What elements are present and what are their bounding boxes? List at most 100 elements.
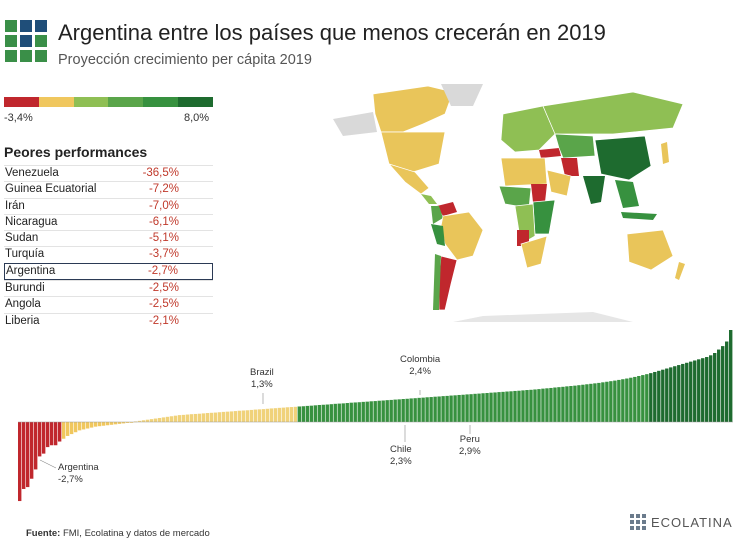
bar [385, 400, 389, 422]
annotation-peru-value: 2,9% [459, 446, 481, 457]
bar [213, 412, 218, 422]
bar [697, 359, 701, 422]
bar [117, 422, 122, 424]
map-region-australia [626, 229, 674, 271]
bar [705, 357, 709, 422]
bar [353, 402, 357, 422]
bar [617, 379, 621, 422]
page-subtitle: Proyección crecimiento per cápita 2019 [58, 52, 312, 68]
bar [553, 387, 557, 422]
bar [281, 407, 286, 422]
source-label: Fuente: [26, 528, 61, 539]
map-region-china [594, 135, 652, 181]
growth-bar-chart [18, 330, 733, 502]
bar [321, 404, 325, 422]
bar [629, 377, 633, 422]
bar [437, 396, 441, 422]
bar [189, 414, 194, 422]
bar [145, 419, 150, 422]
bar [365, 401, 369, 422]
brand-logo: ECOLATINA [630, 514, 733, 530]
annotation-brazil: Brazil 1,3% [250, 367, 274, 391]
bar [449, 395, 453, 422]
bar [461, 394, 465, 422]
brand-name: ECOLATINA [651, 514, 733, 530]
bar [201, 413, 206, 422]
bar [545, 388, 549, 422]
map-region-indonesia [621, 212, 657, 220]
bar [357, 402, 361, 422]
bar [77, 422, 82, 431]
bar [401, 399, 405, 422]
bar [41, 422, 46, 454]
row-value: -3,7% [148, 248, 179, 261]
bar [517, 390, 521, 422]
bar [233, 411, 238, 422]
annotation-brazil-value: 1,3% [251, 379, 273, 390]
row-value: -2,1% [148, 314, 179, 327]
bar [313, 405, 317, 422]
bar [137, 420, 142, 422]
map-region-southern-africa [520, 235, 548, 269]
map-region-russia [542, 91, 684, 135]
bar [229, 411, 234, 422]
bar [681, 363, 685, 422]
bar [33, 422, 38, 470]
legend-swatch [108, 97, 144, 107]
map-region-brazil [440, 211, 484, 261]
color-scale-legend [4, 97, 213, 107]
bar [637, 376, 641, 422]
bar [113, 422, 118, 425]
legend-swatch [4, 97, 39, 107]
bar [217, 412, 222, 422]
map-region-new-zealand [675, 262, 685, 280]
bar [573, 385, 577, 422]
bar [221, 411, 226, 422]
map-region-turkey [539, 148, 561, 158]
bar [25, 422, 30, 488]
table-row: Liberia -2,1% [4, 312, 213, 329]
bar [249, 409, 254, 422]
table-row: Burundi -2,5% [4, 280, 213, 296]
bar [269, 408, 274, 422]
map-region-chile [433, 254, 441, 310]
bar [441, 396, 445, 422]
legend-min-label: -3,4% [4, 112, 33, 124]
table-row: Irán -7,0% [4, 197, 213, 214]
bar [645, 374, 649, 422]
bar [205, 413, 210, 422]
table-row: Venezuela -36,5% [4, 165, 213, 181]
table-row: Argentina -2,7% [4, 262, 213, 281]
bar [89, 422, 94, 428]
bar [209, 412, 214, 422]
source-text: FMI, Ecolatina y datos de mercado [60, 528, 210, 539]
annotation-argentina-value: -2,7% [58, 474, 83, 485]
bar [493, 392, 497, 422]
bar [305, 405, 309, 422]
row-value: -36,5% [142, 167, 179, 179]
map-region-arabia [546, 169, 572, 197]
bar [693, 360, 697, 422]
world-growth-map [333, 84, 685, 322]
bar [293, 406, 298, 422]
bar [193, 413, 198, 422]
bar [149, 419, 154, 422]
bar [413, 398, 417, 422]
bar [601, 382, 605, 422]
legend-max-label: 8,0% [184, 112, 210, 124]
bar [429, 397, 433, 422]
row-country: Guinea Ecuatorial [5, 183, 97, 196]
table-row: Guinea Ecuatorial -7,2% [4, 181, 213, 197]
bar [57, 422, 62, 442]
bar [721, 346, 725, 422]
bar [101, 422, 106, 426]
bar [405, 398, 409, 422]
annotation-colombia-value: 2,4% [409, 366, 431, 377]
bar [157, 417, 162, 422]
bar [341, 403, 345, 422]
bar [433, 396, 437, 422]
bar [253, 409, 258, 422]
bar [673, 366, 677, 422]
table-row: Sudan -5,1% [4, 230, 213, 246]
bar [301, 406, 305, 422]
